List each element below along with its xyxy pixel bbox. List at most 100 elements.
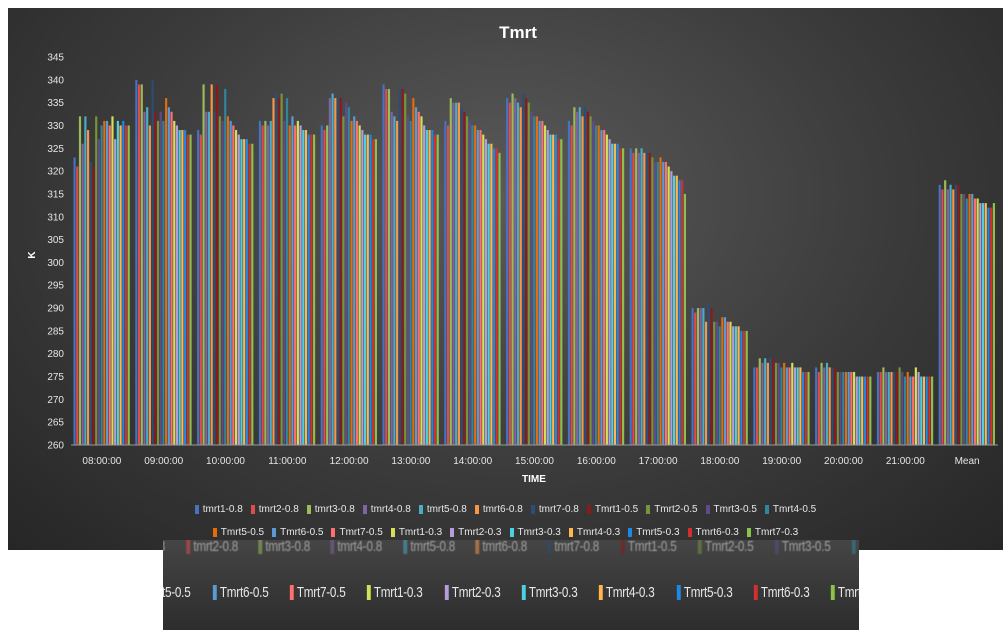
bar (780, 367, 783, 445)
bar (651, 157, 654, 446)
bar (740, 330, 743, 445)
bar (906, 371, 909, 445)
legend-swatch (599, 585, 604, 600)
chart-panel: Tmrt 260 265 270 275 280 285 290 295 300 305 310 31… (8, 8, 1003, 550)
bar (350, 120, 353, 445)
y-tick-label: 265 (47, 418, 64, 429)
bar (484, 139, 488, 445)
bar (710, 308, 713, 445)
bar (205, 111, 208, 445)
legend-item: Tmrt3-0.3 (521, 584, 578, 601)
legend-item: tmrt7-0.8 (530, 504, 579, 515)
bar (170, 111, 173, 445)
legend-item: tmrt1-0.8 (194, 504, 243, 515)
bar (207, 111, 211, 445)
legend-label: tmrt2-0.8 (258, 504, 299, 515)
y-tick-label: 305 (47, 235, 64, 246)
legend-swatch (289, 585, 294, 600)
bar (622, 148, 625, 446)
legend-item: tmrt5-0.8 (402, 540, 455, 555)
bar (277, 98, 280, 445)
x-tick-label: 19:00:00 (762, 456, 801, 467)
x-tick-label: Mean (955, 456, 980, 467)
legend-item: Tmrt4-0.5 (764, 504, 816, 515)
bar (705, 321, 708, 445)
legend-zoom-overlay: tmrt1-0.8 tmrt2-0.8 tmrt3-0.8 tmrt4-0.8 tmrt… (163, 540, 859, 630)
bar (758, 358, 761, 445)
bar (417, 111, 420, 445)
y-tick-label: 270 (47, 395, 64, 406)
bar (189, 134, 192, 445)
legend-item: Tmrt4-0.3 (599, 584, 655, 601)
bar (979, 203, 982, 445)
legend-item: tmrt2-0.8 (250, 504, 299, 515)
bar (538, 120, 541, 445)
bar (398, 88, 401, 445)
bar (745, 330, 748, 445)
x-tick-label: 16:00:00 (577, 456, 616, 467)
bar (87, 130, 90, 445)
bar (914, 367, 917, 445)
bar (834, 367, 837, 445)
legend-swatch (586, 505, 591, 514)
bar (552, 134, 555, 445)
bar (567, 120, 571, 445)
legend-item: Tmrt6-0.5 (272, 527, 323, 538)
bar (922, 376, 926, 445)
bar (737, 326, 740, 445)
bar (81, 143, 84, 446)
legend-label: tmrt3-0.8 (314, 504, 355, 515)
bar (648, 152, 651, 446)
y-tick-label: 330 (47, 121, 64, 132)
bar (718, 326, 721, 445)
x-tick-label: 20:00:00 (824, 456, 863, 467)
legend-label: Tmrt7-0.5 (339, 527, 383, 538)
legend-item: Tmrt1-0.3 (390, 527, 442, 538)
bar (148, 125, 151, 445)
bar (861, 376, 864, 445)
bar (766, 362, 769, 445)
y-tick-label: 300 (47, 258, 64, 269)
legend-label: tmrt6-0.8 (482, 504, 523, 515)
bar (656, 161, 659, 446)
bar (535, 116, 539, 445)
bar (893, 371, 896, 445)
bar (495, 148, 498, 446)
bar (372, 139, 375, 445)
legend-zoom-row: tmrt1-0.8 tmrt2-0.8 tmrt3-0.8 tmrt4-0.8 tmrt… (163, 540, 859, 555)
legend-label: tmrt3-0.8 (265, 540, 310, 555)
bar (234, 130, 238, 445)
bar (73, 157, 76, 446)
bar (726, 321, 729, 445)
legend-item: Tmrt5-0.3 (628, 527, 680, 538)
bar (224, 88, 227, 445)
legend-label: tmrt5-0.8 (409, 540, 455, 555)
legend-swatch (418, 505, 423, 514)
bar (151, 79, 154, 445)
y-tick-label: 335 (47, 98, 64, 109)
bar (954, 184, 958, 445)
legend-label: Tmrt7-0.3 (838, 584, 859, 601)
bar (508, 102, 511, 446)
bar (181, 130, 184, 445)
bar (909, 376, 912, 445)
legend-swatch (367, 585, 372, 600)
legend-swatch (509, 528, 514, 537)
bar (272, 98, 275, 445)
bar (366, 134, 369, 445)
bar (783, 362, 786, 445)
bar (232, 125, 235, 445)
bar (369, 134, 372, 445)
bar (124, 125, 128, 445)
legend-item: Tmrt6-0.3 (753, 584, 810, 601)
bar (229, 120, 232, 445)
bar (828, 367, 831, 445)
x-tick-label: 17:00:00 (639, 456, 678, 467)
bar (858, 376, 861, 445)
bar (957, 184, 960, 445)
x-tick-label: 13:00:00 (391, 456, 430, 467)
bar (175, 125, 179, 445)
bar (347, 107, 350, 446)
y-tick-label: 325 (47, 144, 64, 155)
legend-label: Tmrt4-0.3 (576, 527, 621, 538)
